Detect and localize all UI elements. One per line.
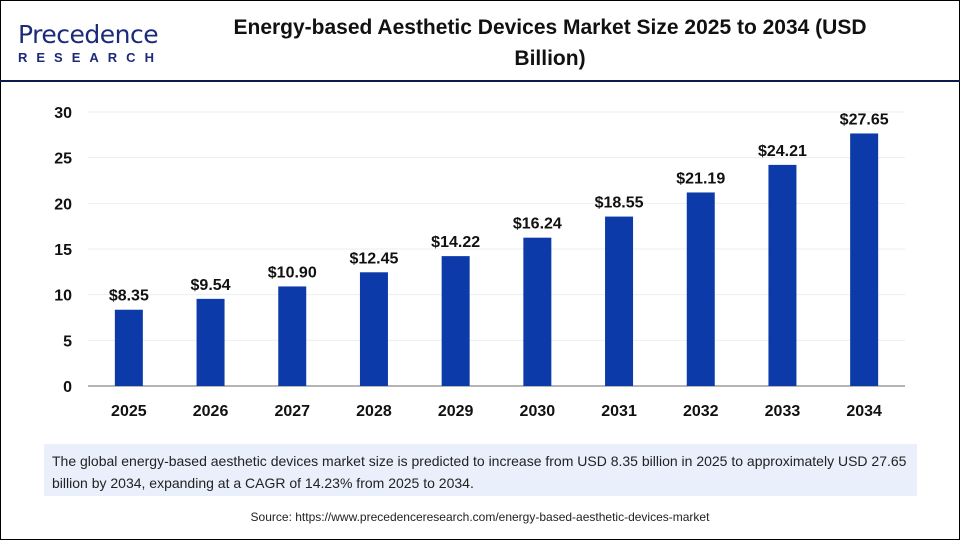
x-tick-label: 2027	[274, 403, 310, 420]
logo: Precedence RESEARCH	[18, 20, 163, 66]
y-tick-label: 15	[54, 242, 72, 259]
data-label: $9.54	[191, 277, 231, 294]
bar	[359, 272, 388, 386]
data-label: $10.90	[268, 264, 317, 281]
x-tick-label: 2034	[846, 403, 882, 420]
data-label: $24.21	[758, 143, 807, 160]
logo-bottom: RESEARCH	[18, 50, 163, 65]
y-tick-label: 5	[63, 333, 72, 350]
y-tick-label: 25	[54, 151, 72, 168]
x-tick-label: 2026	[193, 403, 229, 420]
bar	[605, 216, 634, 386]
bar	[523, 237, 552, 386]
bar	[114, 309, 143, 386]
x-tick-label: 2032	[683, 403, 719, 420]
x-tick-label: 2033	[765, 403, 801, 420]
x-tick-label: 2031	[601, 403, 637, 420]
bar	[768, 164, 797, 386]
bar	[441, 256, 470, 386]
data-label: $18.55	[595, 195, 644, 212]
header: Precedence RESEARCH Energy-based Aesthet…	[0, 0, 960, 82]
source-text: Source: https://www.precedenceresearch.c…	[250, 510, 710, 524]
x-tick-label: 2028	[356, 403, 392, 420]
bar-chart: 051015202530$8.352025$9.542026$10.902027…	[54, 105, 905, 420]
data-label: $12.45	[349, 250, 398, 267]
logo-top: Precedence	[18, 20, 159, 49]
bar	[196, 298, 225, 386]
bar	[686, 192, 715, 386]
summary-note: The global energy-based aesthetic device…	[44, 444, 917, 496]
y-tick-label: 10	[54, 288, 72, 305]
data-label: $21.19	[676, 170, 725, 187]
bar	[850, 133, 879, 386]
x-tick-label: 2025	[111, 403, 147, 420]
y-tick-label: 0	[63, 379, 72, 396]
bar	[278, 286, 307, 386]
data-label: $14.22	[431, 234, 480, 251]
data-label: $16.24	[513, 216, 562, 233]
x-tick-label: 2030	[520, 403, 556, 420]
y-tick-label: 30	[54, 105, 72, 122]
data-label: $27.65	[840, 111, 889, 128]
y-tick-label: 20	[54, 196, 72, 213]
data-label: $8.35	[109, 288, 149, 305]
x-tick-label: 2029	[438, 403, 474, 420]
chart-title: Energy-based Aesthetic Devices Market Si…	[233, 16, 867, 70]
